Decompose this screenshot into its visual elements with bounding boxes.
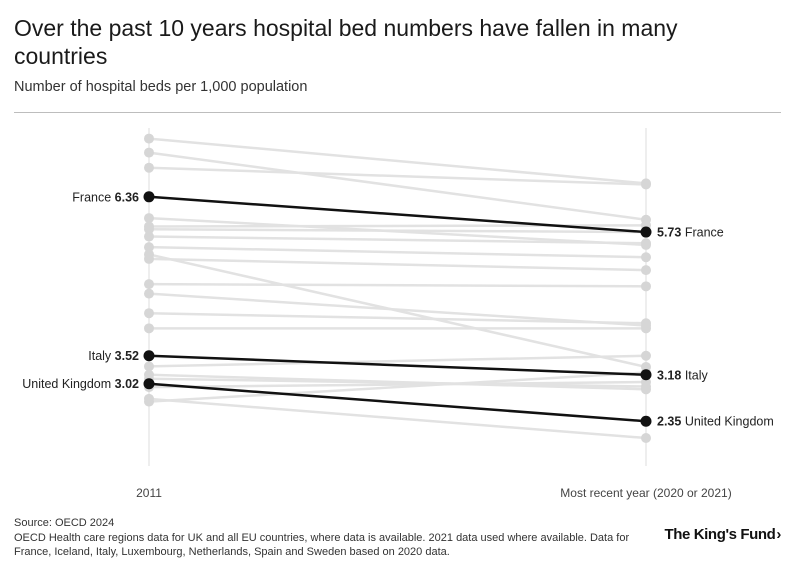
background-series-line bbox=[148, 380, 647, 389]
start-label: France 6.36 bbox=[72, 190, 139, 204]
background-point-end bbox=[641, 281, 651, 292]
start-label-value: 6.36 bbox=[115, 190, 139, 204]
start-label: United Kingdom 3.02 bbox=[22, 377, 139, 391]
background-point-end bbox=[641, 179, 651, 190]
chart-title: Over the past 10 years hospital bed numb… bbox=[14, 15, 678, 69]
highlighted-point-end bbox=[640, 226, 652, 238]
start-label-value: 3.52 bbox=[115, 349, 139, 363]
background-series-line bbox=[148, 151, 647, 221]
start-label-name: Italy bbox=[88, 349, 114, 363]
background-point-end bbox=[641, 433, 651, 444]
background-series-line bbox=[148, 282, 647, 288]
source-note: Source: OECD 2024 bbox=[14, 517, 115, 529]
x-category-label: Most recent year (2020 or 2021) bbox=[560, 486, 731, 500]
background-point-end bbox=[641, 238, 651, 249]
highlighted-point-start bbox=[143, 350, 155, 362]
background-point-start bbox=[144, 133, 154, 144]
end-label: 2.35 United Kingdom bbox=[657, 415, 774, 429]
background-series-line bbox=[148, 137, 647, 185]
logo-text: The King's Fund bbox=[664, 526, 776, 543]
background-point-end bbox=[641, 252, 651, 263]
background-series-line bbox=[148, 397, 647, 440]
start-label-name: United Kingdom bbox=[22, 377, 114, 391]
background-point-end bbox=[641, 350, 651, 361]
background-point-start bbox=[144, 308, 154, 319]
background-point-end bbox=[641, 323, 651, 334]
highlighted-series-line bbox=[148, 195, 647, 234]
highlighted-series-group bbox=[143, 191, 652, 427]
background-point-start bbox=[144, 147, 154, 158]
background-series-line bbox=[148, 228, 647, 234]
background-point-start bbox=[144, 242, 154, 253]
background-series-line bbox=[148, 311, 647, 325]
series-labels-group: France 6.36 5.73 France Italy 3.52 3.18 Ita… bbox=[22, 190, 774, 428]
background-series-line bbox=[148, 292, 647, 327]
start-label-value: 3.02 bbox=[115, 377, 139, 391]
highlighted-point-start bbox=[143, 378, 155, 390]
background-point-start bbox=[144, 253, 154, 264]
footnote: OECD Health care regions data for UK and… bbox=[14, 532, 630, 558]
start-label-name: France bbox=[72, 190, 114, 204]
background-point-start bbox=[144, 393, 154, 404]
background-series-line bbox=[148, 235, 647, 245]
x-category-label: 2011 bbox=[136, 486, 162, 500]
background-series-line bbox=[148, 245, 647, 259]
logo-chevron-icon: › bbox=[776, 526, 781, 543]
start-label: Italy 3.52 bbox=[88, 349, 139, 363]
highlighted-series-line bbox=[148, 354, 647, 377]
background-point-start bbox=[144, 279, 154, 290]
end-label-name: Italy bbox=[681, 368, 708, 382]
background-series-line bbox=[148, 257, 647, 272]
background-point-start bbox=[144, 288, 154, 299]
background-point-start bbox=[144, 323, 154, 334]
background-series-group bbox=[144, 133, 651, 444]
background-series-line bbox=[148, 377, 647, 388]
highlighted-point-end bbox=[640, 415, 652, 427]
end-label-name: United Kingdom bbox=[681, 415, 773, 429]
background-point-end bbox=[641, 265, 651, 276]
end-label: 3.18 Italy bbox=[657, 368, 708, 382]
end-label-name: France bbox=[681, 226, 723, 240]
end-label: 5.73 France bbox=[657, 226, 724, 240]
highlighted-series-line bbox=[148, 382, 647, 423]
background-point-start bbox=[144, 231, 154, 242]
end-label-value: 3.18 bbox=[657, 368, 681, 382]
slope-chart: 2011 Most recent year (2020 or 2021) Fran… bbox=[22, 128, 774, 500]
background-point-start bbox=[144, 224, 154, 235]
end-label-value: 2.35 bbox=[657, 415, 681, 429]
end-label-value: 5.73 bbox=[657, 226, 681, 240]
background-point-start bbox=[144, 361, 154, 372]
background-series-line bbox=[148, 166, 647, 186]
background-point-start bbox=[144, 213, 154, 224]
highlighted-point-start bbox=[143, 191, 155, 203]
highlighted-point-end bbox=[640, 369, 652, 381]
background-series-line bbox=[148, 371, 647, 403]
background-point-start bbox=[144, 162, 154, 173]
kings-fund-logo: The King's Fund› bbox=[665, 526, 782, 543]
background-series-line bbox=[148, 354, 647, 368]
header-divider bbox=[14, 112, 781, 113]
chart-subtitle: Number of hospital beds per 1,000 popula… bbox=[14, 79, 308, 95]
